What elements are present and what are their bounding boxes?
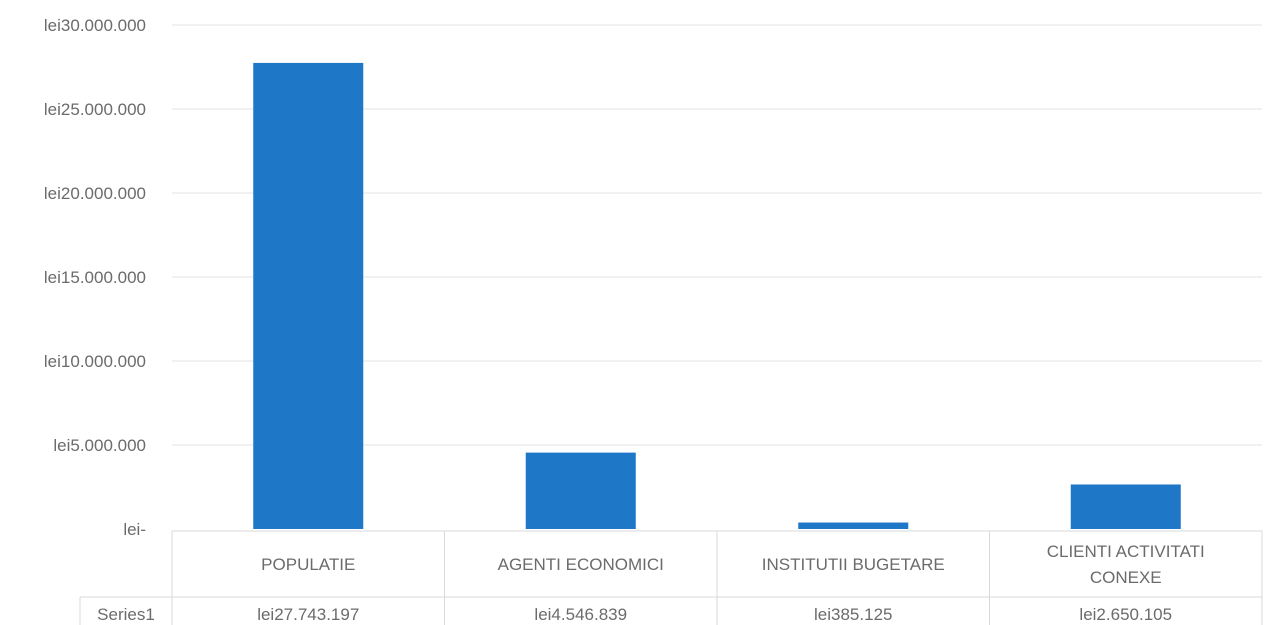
x-category-label: CLIENTI ACTIVITATI — [1047, 542, 1205, 561]
data-value-label: lei4.546.839 — [534, 605, 627, 624]
data-value-label: lei385.125 — [814, 605, 892, 624]
bars — [253, 62, 1181, 529]
y-tick-label: lei10.000.000 — [44, 352, 146, 371]
data-table: POPULATIE AGENTI ECONOMICI INSTITUTII BUGE… — [79, 530, 1263, 625]
data-value-label: lei27.743.197 — [257, 605, 359, 624]
bar — [525, 452, 636, 529]
data-value-label: lei2.650.105 — [1079, 605, 1172, 624]
x-category-label: CONEXE — [1090, 568, 1162, 587]
y-tick-label: lei15.000.000 — [44, 268, 146, 287]
y-tick-label: lei- — [123, 520, 146, 539]
bar — [253, 62, 364, 529]
series-name-label: Series1 — [97, 605, 155, 624]
y-tick-label: lei30.000.000 — [44, 16, 146, 35]
x-category-label: POPULATIE — [261, 555, 355, 574]
x-category-label: AGENTI ECONOMICI — [498, 555, 664, 574]
y-tick-label: lei5.000.000 — [53, 436, 146, 455]
y-axis-tick-labels: lei-lei5.000.000 lei10.000.000 lei15.000.0… — [44, 16, 146, 539]
bar — [1070, 484, 1181, 529]
y-tick-label: lei25.000.000 — [44, 100, 146, 119]
x-category-label: INSTITUTII BUGETARE — [762, 555, 945, 574]
bar — [798, 522, 909, 529]
y-tick-label: lei20.000.000 — [44, 184, 146, 203]
